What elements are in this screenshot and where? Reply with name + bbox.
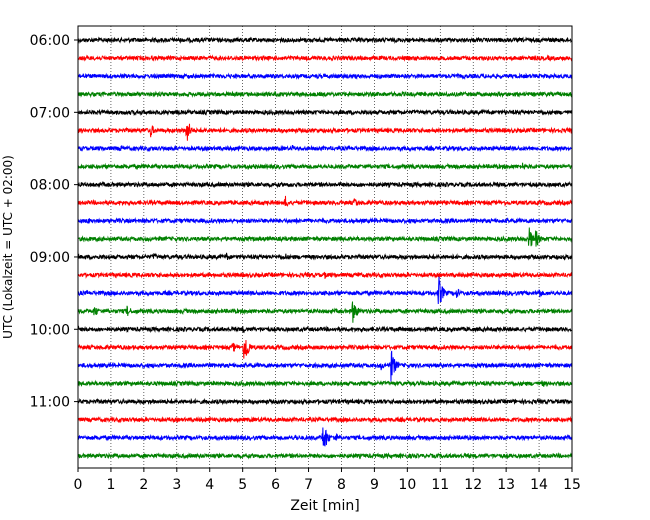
x-tick-label: 5	[238, 477, 247, 493]
trace-line	[77, 72, 573, 80]
traces	[77, 36, 573, 460]
trace-line	[77, 301, 573, 323]
x-tick-label: 9	[370, 477, 379, 493]
y-tick-label: 11:00	[30, 395, 70, 411]
trace-line	[77, 325, 573, 334]
x-tick-label: 8	[337, 477, 346, 493]
x-axis-label: Zeit [min]	[290, 498, 359, 514]
trace-line	[77, 54, 573, 62]
x-tick-label: 0	[74, 477, 83, 493]
trace-line	[77, 350, 573, 382]
x-tick-label: 4	[205, 477, 214, 493]
trace-line	[77, 252, 573, 261]
x-tick-label: 11	[431, 477, 449, 493]
trace-line	[77, 415, 573, 424]
y-tick-label: 09:00	[30, 250, 70, 266]
trace-line	[77, 180, 573, 189]
x-tick-label: 1	[106, 477, 115, 493]
x-axis-ticks: 0 1 2 3 4 5 6 7 8 9 10 11 12 13 14 15	[74, 468, 581, 493]
trace-line	[77, 144, 573, 153]
x-tick-label: 6	[271, 477, 280, 493]
trace-line	[77, 123, 573, 141]
trace-line	[77, 276, 573, 305]
y-axis-label: UTC (Lokalzeit = UTC + 02:00)	[1, 155, 15, 339]
trace-line	[77, 108, 573, 117]
x-tick-label: 10	[398, 477, 416, 493]
trace-line	[77, 379, 573, 388]
trace-line	[77, 162, 573, 171]
x-tick-label: 7	[304, 477, 313, 493]
trace-line	[77, 271, 573, 279]
trace-line	[77, 216, 573, 225]
trace-line	[77, 227, 573, 247]
x-tick-label: 2	[139, 477, 148, 493]
x-tick-label: 14	[530, 477, 548, 493]
x-tick-label: 3	[172, 477, 181, 493]
trace-line	[77, 427, 573, 447]
y-tick-label: 10:00	[30, 322, 70, 338]
y-tick-label: 08:00	[30, 178, 70, 194]
trace-line	[77, 451, 573, 460]
x-tick-label: 15	[563, 477, 581, 493]
y-tick-label: 07:00	[30, 105, 70, 121]
trace-line	[77, 36, 573, 44]
y-axis-ticks: 06:00 07:00 08:00 09:00 10:00 11:00	[30, 33, 78, 411]
x-tick-label: 12	[464, 477, 482, 493]
x-tick-label: 13	[497, 477, 515, 493]
plot-area	[78, 26, 572, 468]
y-tick-label: 06:00	[30, 33, 70, 49]
trace-line	[77, 90, 573, 99]
plot-frame	[77, 25, 573, 469]
trace-line	[77, 195, 573, 207]
trace-line	[77, 339, 573, 359]
trace-line	[77, 397, 573, 406]
